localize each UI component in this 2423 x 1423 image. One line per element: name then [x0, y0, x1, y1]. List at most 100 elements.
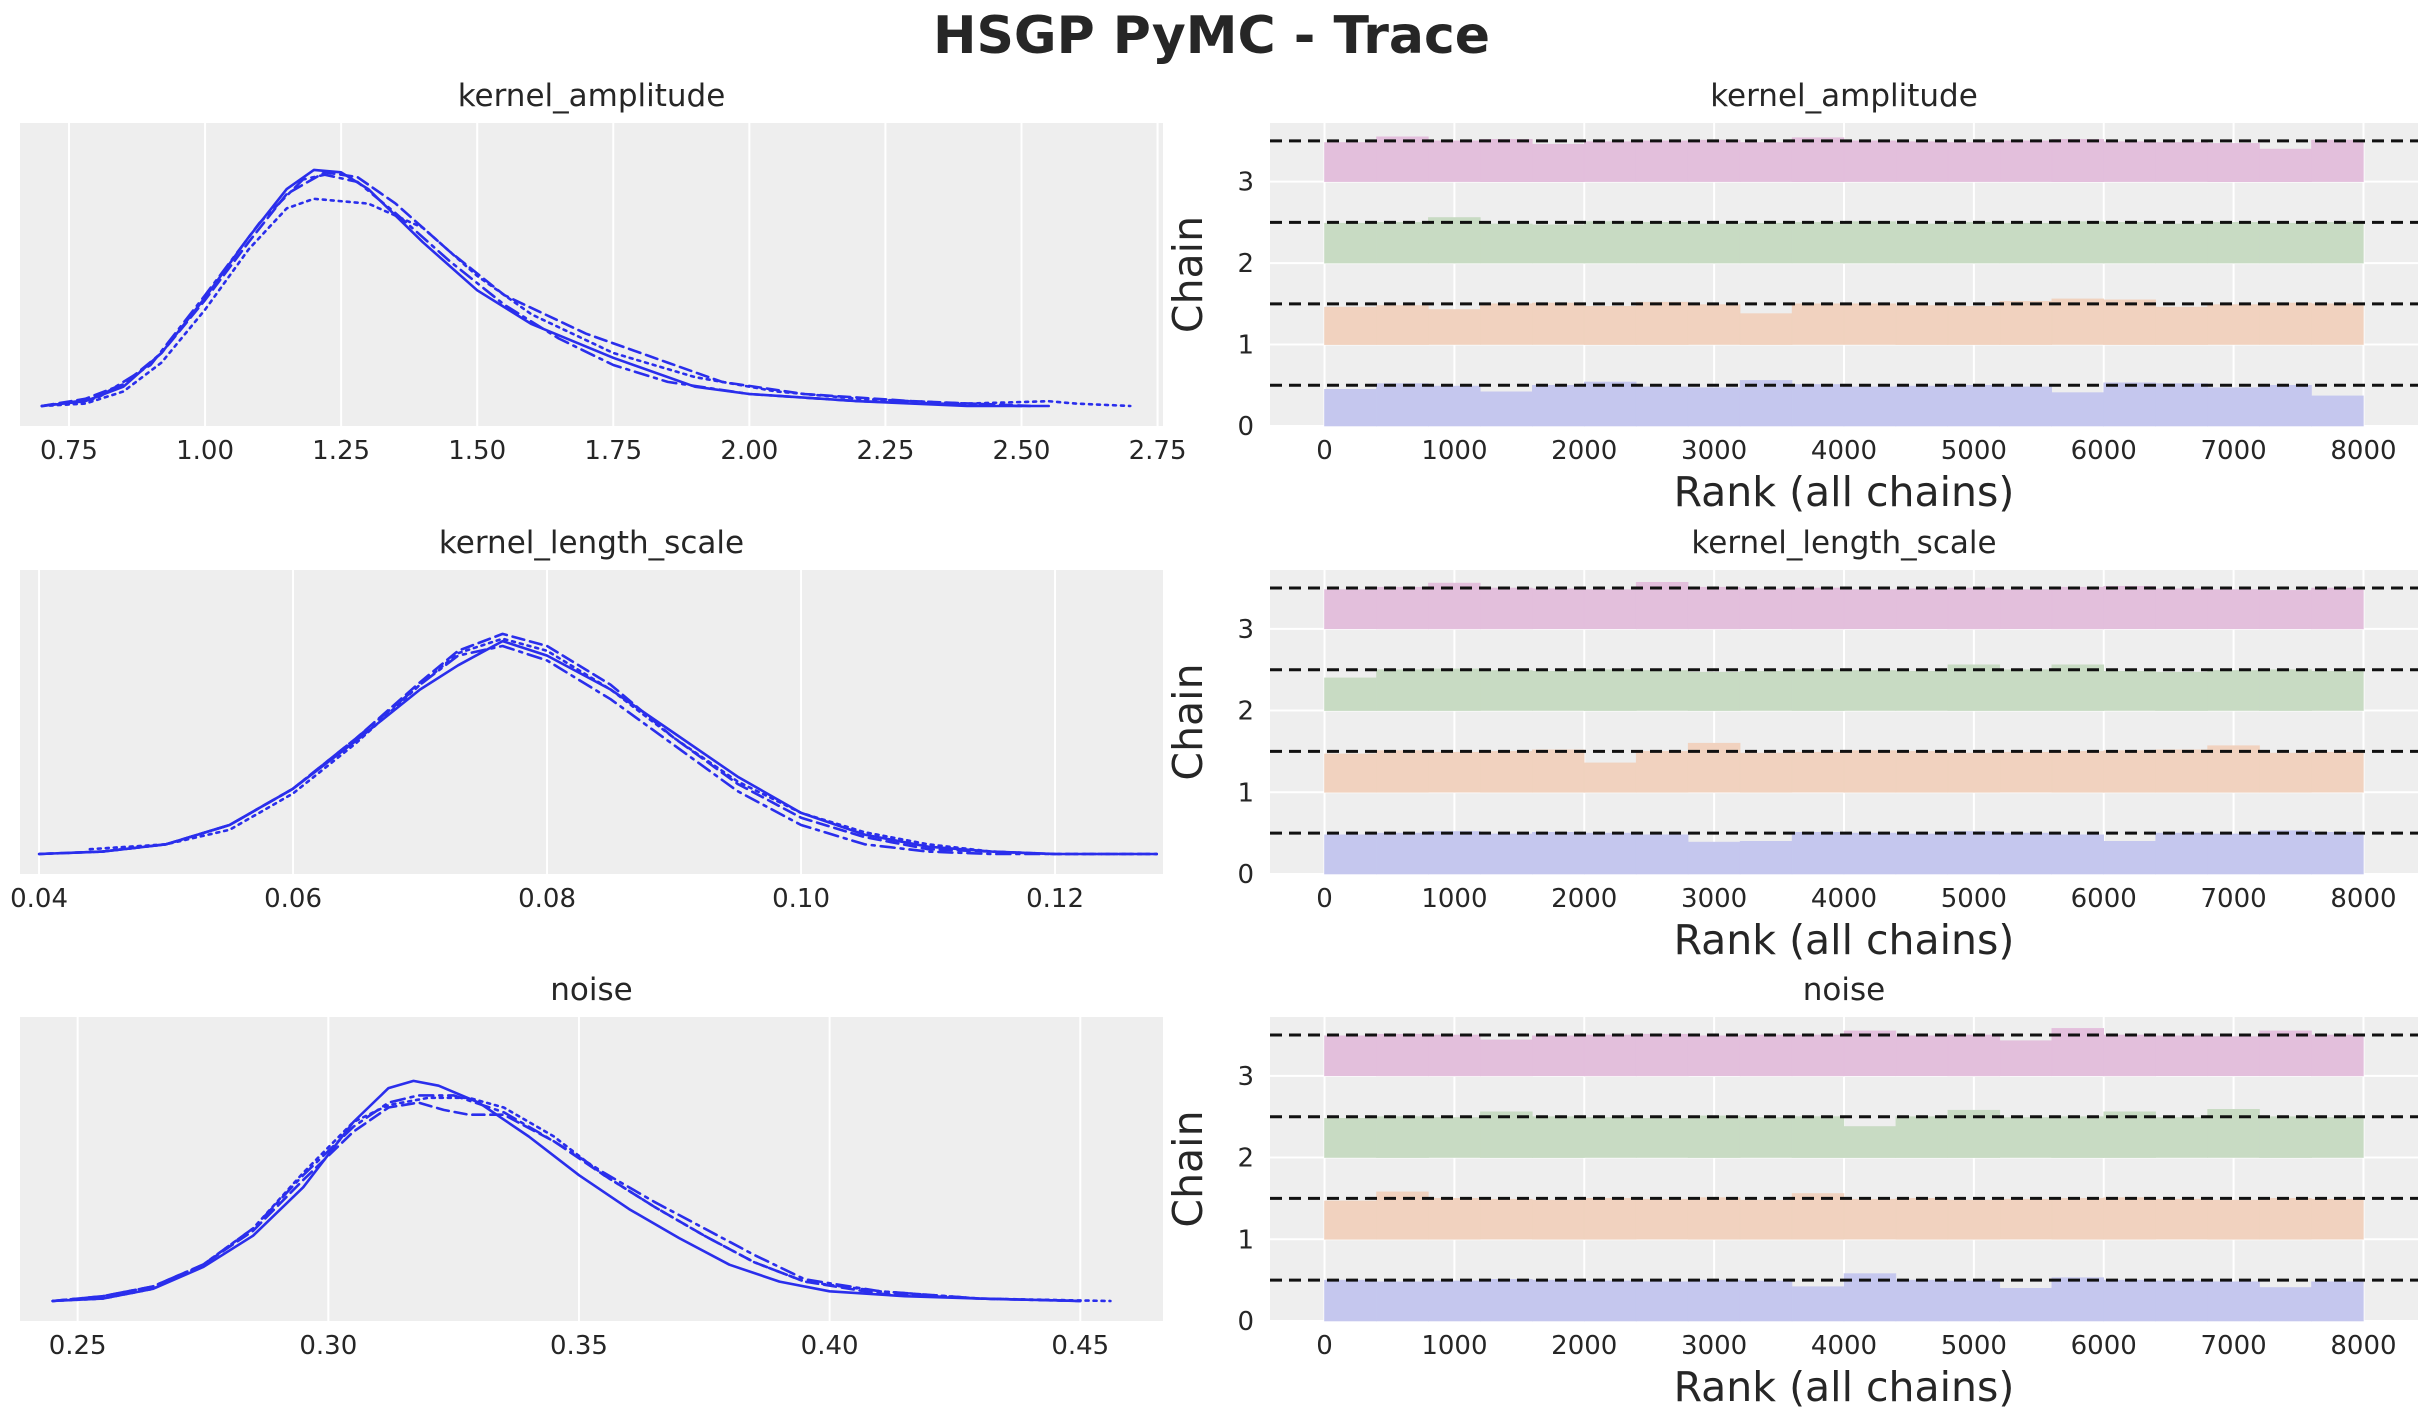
density-panel-background	[20, 123, 1163, 426]
rank-bar-chain-3	[1791, 137, 1845, 182]
rank-bar-chain-2	[1999, 222, 2053, 264]
x-tick-label: 0.25	[49, 1331, 107, 1361]
rank-bar-chain-3	[2311, 1034, 2364, 1077]
y-tick-label: 2	[1237, 1144, 1254, 1174]
x-tick-label: 8000	[2330, 436, 2396, 466]
y-axis-label: Chain	[1164, 1110, 1212, 1227]
rank-bar-chain-0	[1584, 1280, 1637, 1322]
rank-bar-chain-2	[1843, 1126, 1897, 1158]
rank-bar-chain-3	[1947, 1034, 2001, 1077]
x-tick-label: 4000	[1811, 884, 1877, 914]
rank-bar-chain-1	[1791, 751, 1845, 793]
rank-bar-chain-2	[2207, 222, 2260, 264]
density-line-dotted	[88, 637, 1158, 856]
rank-bar-chain-2	[1895, 223, 1949, 264]
rank-bar-chain-2	[1791, 1116, 1845, 1158]
x-tick-label: 0.08	[518, 884, 576, 914]
rank-bar-chain-1	[1739, 313, 1793, 345]
y-tick-label: 1	[1237, 331, 1254, 361]
density-line-dashdot	[51, 1094, 1082, 1303]
rank-bar-chain-1	[1687, 1197, 1741, 1240]
rank-bar-chain-3	[2155, 142, 2208, 182]
rank-bar-chain-3	[1999, 589, 2053, 630]
rank-bar-chain-2	[1739, 1117, 1793, 1158]
rank-bar-chain-3	[2051, 139, 2105, 183]
rank-bar-chain-1	[2103, 1197, 2156, 1240]
y-tick-label: 0	[1237, 1307, 1254, 1337]
rank-bar-chain-0	[1739, 840, 1793, 875]
rank-bar-chain-0	[1324, 834, 1377, 875]
rank-bar-chain-0	[1376, 832, 1429, 875]
rank-bar-chain-3	[1480, 1039, 1533, 1077]
rank-bar-chain-3	[1428, 140, 1481, 182]
y-tick-label: 2	[1237, 697, 1254, 727]
rank-bar-chain-1	[1843, 750, 1897, 793]
x-tick-label: 8000	[2330, 1331, 2396, 1361]
x-tick-label: 2.75	[1129, 436, 1187, 466]
rank-bar-chain-3	[2103, 141, 2156, 182]
rank-bar-chain-0	[1791, 1286, 1845, 1322]
rank-bar-chain-3	[1376, 136, 1429, 182]
rank-bar-chain-2	[1947, 664, 2001, 711]
rank-bar-chain-1	[1376, 750, 1429, 793]
x-tick-label: 3000	[1681, 884, 1747, 914]
rank-bar-chain-3	[1687, 586, 1741, 630]
y-tick-label: 2	[1237, 249, 1254, 279]
rank-bar-chain-3	[1376, 586, 1429, 630]
rank-bar-chain-1	[1895, 1198, 1949, 1240]
rank-bar-chain-2	[1584, 1117, 1637, 1158]
x-tick-label: 2000	[1551, 884, 1617, 914]
rank-bar-chain-1	[1739, 752, 1793, 793]
rank-bar-chain-3	[1635, 140, 1689, 182]
rank-bar-chain-1	[1999, 1198, 2053, 1240]
density-panel-background	[20, 1017, 1163, 1321]
rank-bar-chain-3	[2207, 143, 2260, 182]
rank-bar-chain-3	[1687, 139, 1741, 182]
rank-bar-chain-0	[2155, 1280, 2208, 1322]
rank-bar-chain-1	[1947, 1199, 2001, 1240]
rank-bar-chain-3	[1791, 1034, 1845, 1077]
rank-bar-chain-3	[1532, 588, 1585, 630]
rank-bar-chain-0	[1687, 387, 1741, 427]
y-tick-label: 1	[1237, 1225, 1254, 1255]
x-tick-label: 0.40	[801, 1331, 859, 1361]
rank-bar-chain-3	[1480, 139, 1533, 183]
rank-bar-chain-2	[1687, 671, 1741, 711]
rank-bar-chain-2	[1324, 1118, 1377, 1158]
rank-bar-chain-2	[1999, 1117, 2053, 1158]
x-tick-label: 6000	[2071, 436, 2137, 466]
rank-bar-chain-0	[1687, 1279, 1741, 1322]
rank-bar-chain-3	[2155, 1035, 2208, 1077]
y-tick-label: 3	[1237, 615, 1254, 645]
rank-bar-chain-1	[1999, 301, 2053, 345]
x-tick-label: 2.00	[720, 436, 778, 466]
rank-bar-chain-1	[1428, 751, 1481, 793]
rank-bar-chain-0	[1895, 1279, 1949, 1322]
rank-bar-chain-3	[1428, 1034, 1481, 1077]
rank-bar-chain-1	[1584, 1198, 1637, 1240]
rank-bar-chain-0	[1687, 841, 1741, 875]
rank-bar-chain-1	[1428, 309, 1481, 345]
x-tick-label: 0.10	[772, 884, 830, 914]
rank-bar-chain-2	[2051, 221, 2105, 264]
rank-bar-chain-2	[2051, 664, 2105, 711]
rank-bar-chain-3	[1843, 589, 1897, 630]
rank-bar-chain-2	[2103, 670, 2156, 711]
rank-bar-chain-3	[1739, 1034, 1793, 1077]
x-axis-label: Rank (all chains)	[1674, 1363, 2015, 1411]
x-tick-label: 6000	[2071, 884, 2137, 914]
rank-bar-chain-3	[2103, 585, 2156, 630]
rank-bar-chain-1	[1843, 303, 1897, 345]
rank-bar-chain-0	[1635, 1281, 1689, 1322]
rank-bar-chain-2	[2311, 670, 2364, 711]
rank-bar-chain-2	[2259, 1116, 2312, 1158]
rank-bar-chain-2	[1376, 669, 1429, 711]
rank-bar-chain-3	[1324, 142, 1377, 182]
rank-bar-chain-2	[1480, 1111, 1533, 1158]
rank-bar-chain-1	[1791, 1193, 1845, 1240]
rank-bar-chain-2	[1480, 223, 1533, 264]
rank-bar-chain-0	[1739, 380, 1793, 427]
x-tick-label: 0.30	[299, 1331, 357, 1361]
rank-bar-chain-0	[1584, 381, 1637, 427]
rank-bar-chain-2	[1843, 670, 1897, 711]
